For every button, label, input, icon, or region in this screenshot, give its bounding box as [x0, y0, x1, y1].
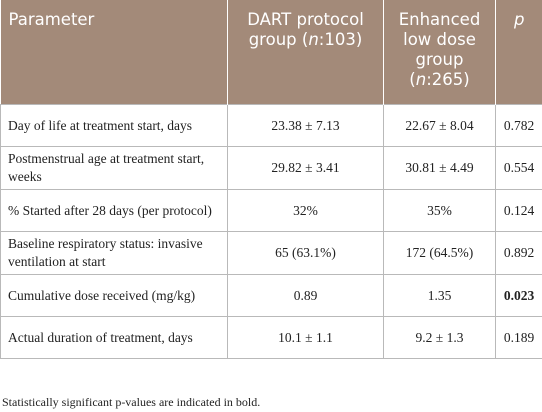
cell-text: Baseline respiratory status: invasive ve…	[8, 236, 203, 269]
header-text: p	[514, 10, 525, 29]
table-cell: 172 (64.5%)	[383, 231, 496, 275]
header-cell: Parameter	[0, 0, 228, 105]
cell-text: 0.892	[503, 245, 535, 260]
table-row: Baseline respiratory status: invasive ve…	[0, 231, 542, 275]
header-cell: p	[495, 0, 542, 105]
cell-text: 22.67 ± 8.04	[405, 117, 474, 133]
cell-text: 23.38 ± 7.13	[271, 117, 340, 133]
table-cell: 22.67 ± 8.04	[383, 104, 496, 147]
cell-text: 32%	[293, 202, 318, 218]
cell-text: 35%	[427, 202, 452, 218]
table-cell: 0.554	[495, 146, 542, 190]
cell-text: 0.124	[503, 202, 535, 218]
table-cell: 9.2 ± 1.3	[383, 316, 496, 359]
table-cell: Actual duration of treatment, days	[0, 316, 228, 359]
table-cell: 65 (63.1%)	[227, 231, 384, 275]
table-cell: 0.023	[495, 274, 542, 317]
cell-text: 0.189	[503, 329, 535, 345]
cell-text: 172 (64.5%)	[405, 245, 474, 260]
footnote: Statistically significant p-values are i…	[2, 395, 261, 409]
table-cell: 1.35	[383, 274, 496, 317]
table-cell: 10.1 ± 1.1	[227, 316, 384, 359]
cell-text: 9.2 ± 1.3	[415, 329, 464, 345]
table-cell: 30.81 ± 4.49	[383, 146, 496, 190]
table-cell: 32%	[227, 189, 384, 232]
header-cell: DART protocol group (n:103)	[227, 0, 384, 105]
table-cell: % Started after 28 days (per protocol)	[0, 189, 228, 232]
header-text: :265)	[426, 70, 470, 89]
cell-text: 29.82 ± 3.41	[271, 160, 340, 175]
table-row: Day of life at treatment start, days 23.3…	[0, 104, 542, 147]
table-cell: Day of life at treatment start, days	[0, 104, 228, 147]
cell-text: Postmenstrual age at treatment start, we…	[8, 151, 205, 184]
header-text: n	[415, 70, 427, 89]
table-cell: 0.892	[495, 231, 542, 275]
table-row: Actual duration of treatment, days 10.1 ±…	[0, 316, 542, 359]
header-text: DART protocol group (	[247, 10, 364, 49]
cell-text: % Started after 28 days (per protocol)	[8, 202, 212, 218]
table-cell: Postmenstrual age at treatment start, we…	[0, 146, 228, 190]
table-row: % Started after 28 days (per protocol) 32…	[0, 189, 542, 232]
header-text: Enhanced low dose group (	[398, 10, 481, 89]
cell-text: 65 (63.1%)	[275, 245, 336, 260]
header-text: :103)	[318, 30, 363, 49]
cell-text: 10.1 ± 1.1	[278, 329, 333, 345]
header-text: Parameter	[8, 10, 95, 29]
header-row: Parameter DART protocol group (n:103) Enha…	[0, 0, 542, 105]
table-cell: Baseline respiratory status: invasive ve…	[0, 231, 228, 275]
cell-text: 0.023	[503, 287, 535, 303]
cell-text: 1.35	[427, 287, 452, 303]
table-cell: Cumulative dose received (mg/kg)	[0, 274, 228, 317]
cell-text: 0.89	[293, 287, 318, 303]
table-cell: 35%	[383, 189, 496, 232]
table-cell: 0.782	[495, 104, 542, 147]
header-text: n	[308, 30, 319, 49]
table-cell: 23.38 ± 7.13	[227, 104, 384, 147]
cell-text: 30.81 ± 4.49	[405, 160, 474, 175]
table-cell: 0.89	[227, 274, 384, 317]
cell-text: Cumulative dose received (mg/kg)	[8, 287, 196, 303]
header-cell: Enhanced low dose group (n:265)	[383, 0, 496, 105]
cell-text: Actual duration of treatment, days	[8, 329, 193, 345]
data-table: Parameter DART protocol group (n:103) Enha…	[0, 0, 542, 359]
table-row: Cumulative dose received (mg/kg) 0.89 1.35…	[0, 274, 542, 317]
table-cell: 29.82 ± 3.41	[227, 146, 384, 190]
cell-text: 0.782	[503, 117, 535, 133]
table-cell: 0.124	[495, 189, 542, 232]
cell-text: Day of life at treatment start, days	[8, 117, 193, 133]
table-cell: 0.189	[495, 316, 542, 359]
table-row: Postmenstrual age at treatment start, we…	[0, 146, 542, 190]
cell-text: 0.554	[503, 160, 535, 175]
